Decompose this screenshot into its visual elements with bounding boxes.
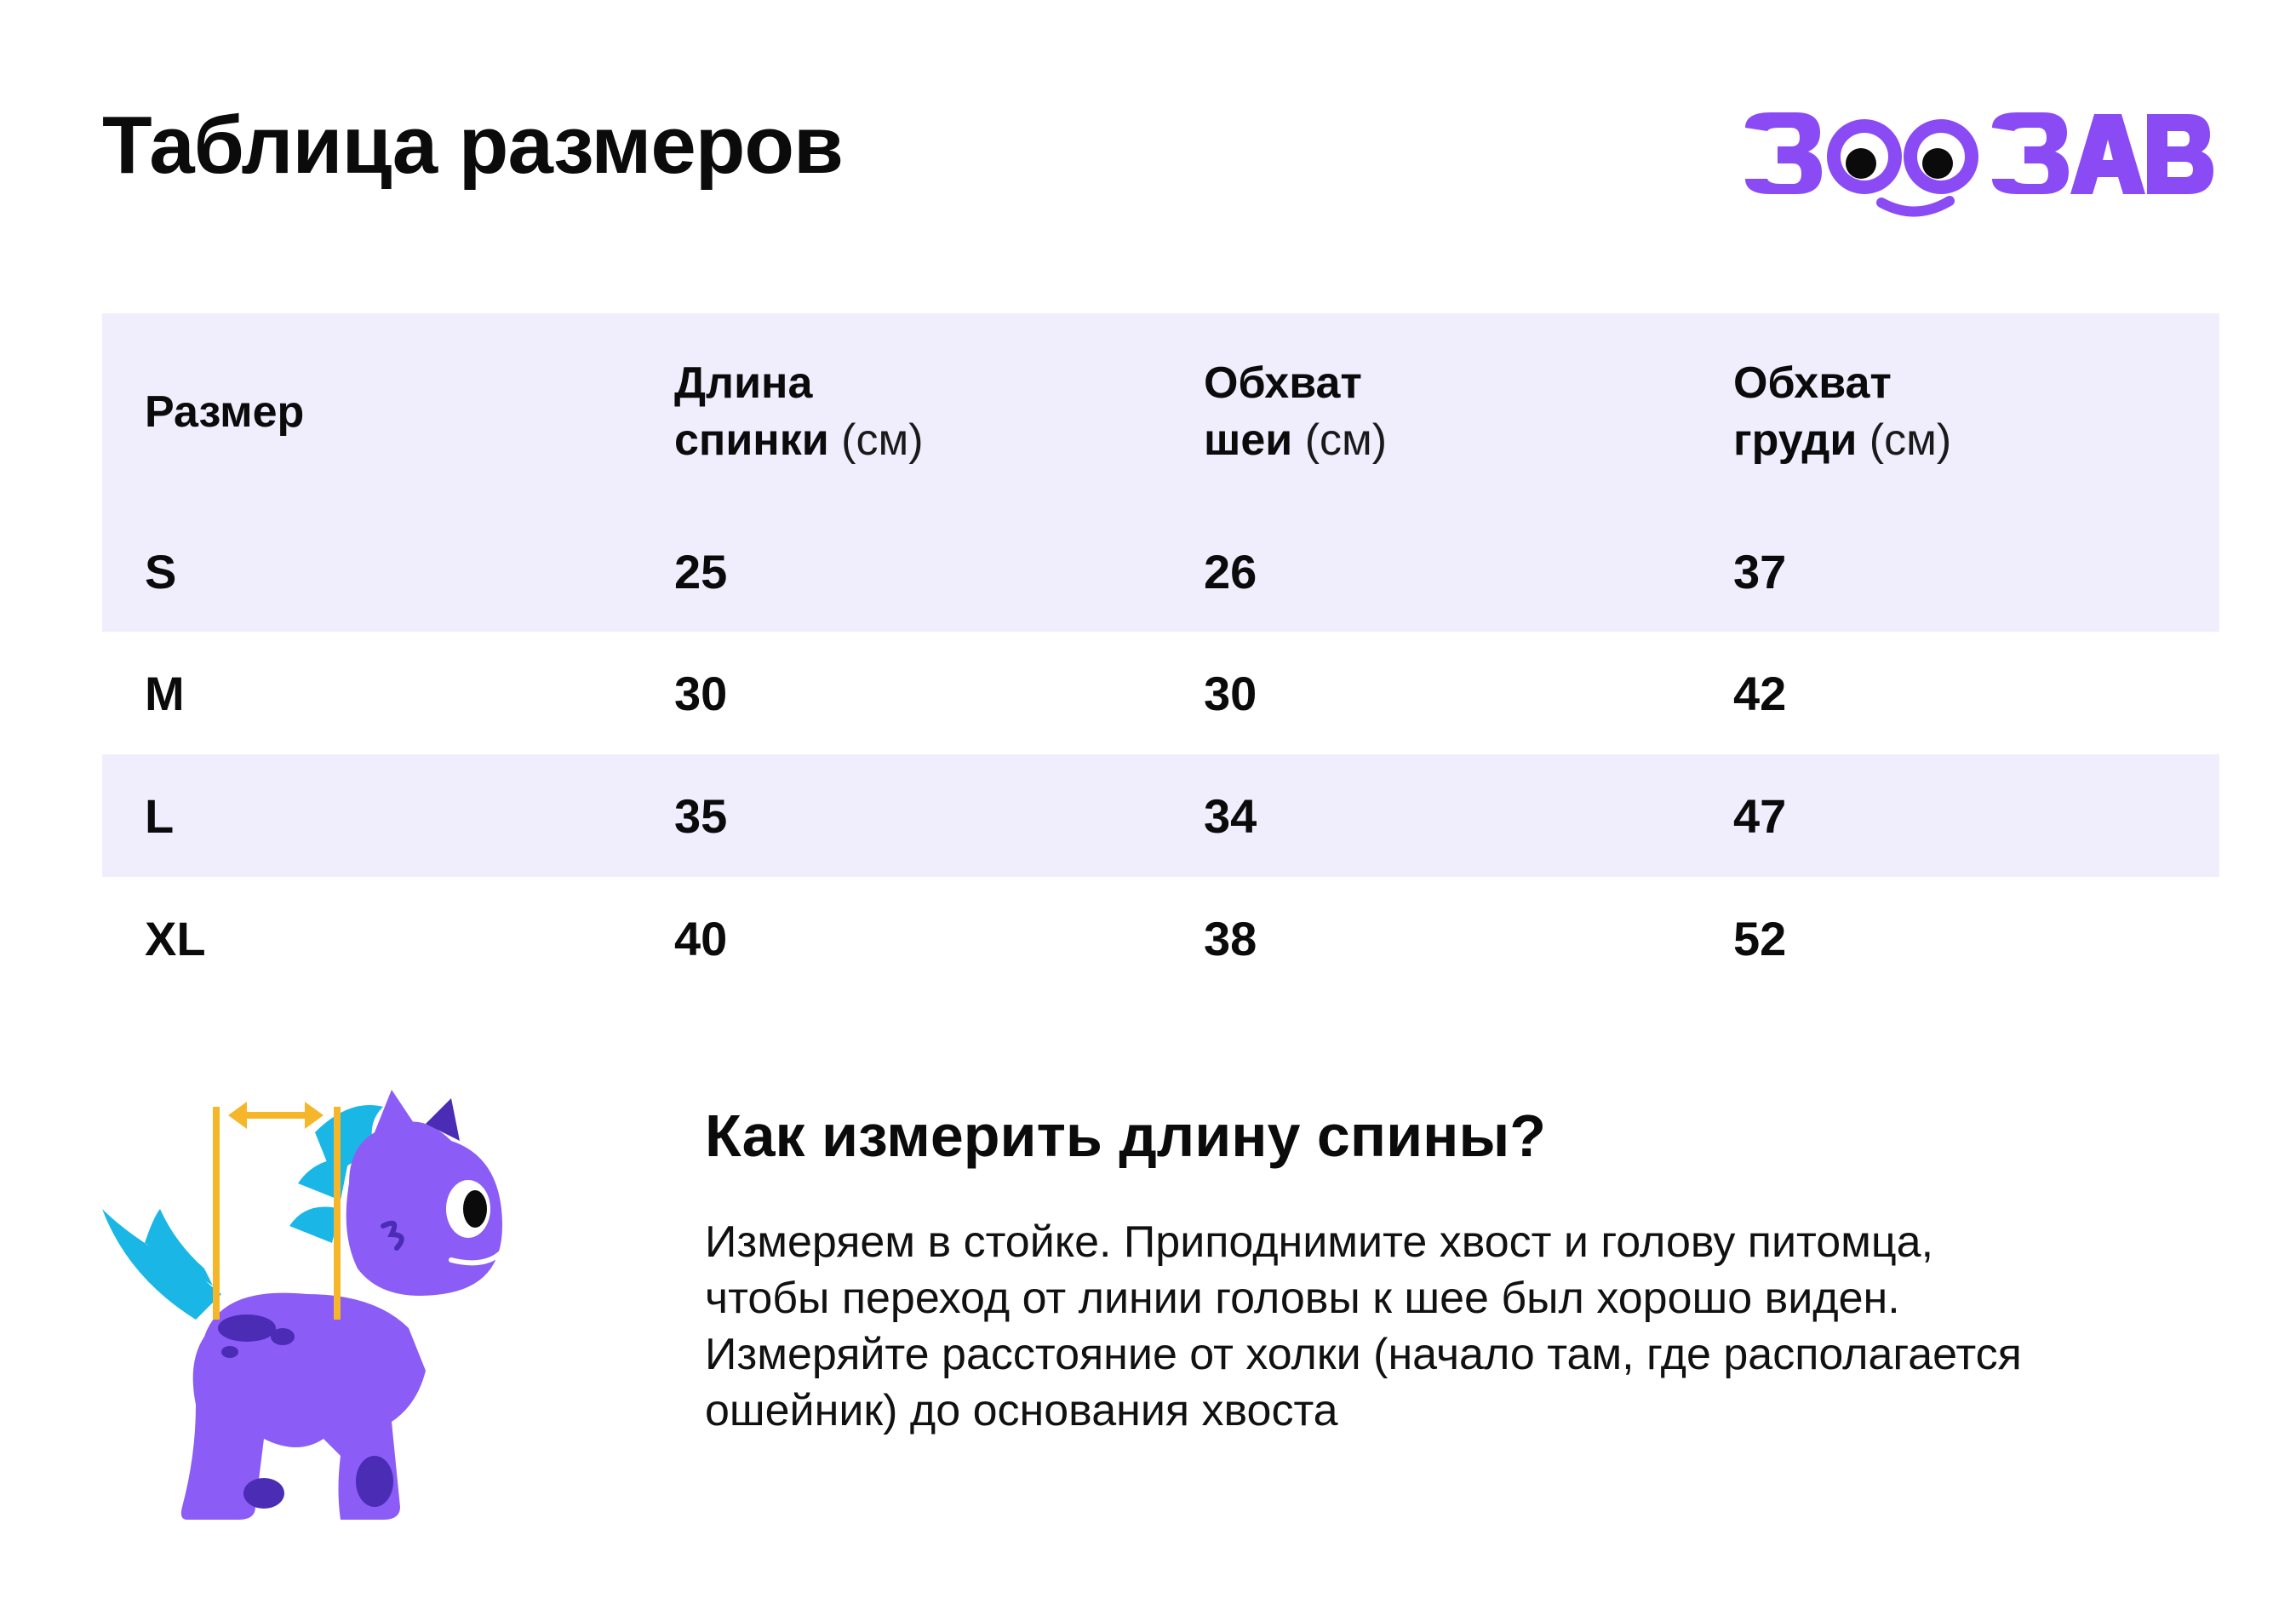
header-neck-unit: (см) bbox=[1304, 415, 1388, 465]
cell-neck: 30 bbox=[1204, 666, 1257, 720]
header-chest-line1: Обхват bbox=[1733, 358, 1892, 409]
header-chest: Обхват груди (см) bbox=[1691, 313, 2219, 511]
cell-neck: 26 bbox=[1204, 544, 1257, 599]
cell-neck: 38 bbox=[1204, 911, 1257, 965]
how-to-text: Измеряем в стойке. Приподнимите хвост и … bbox=[705, 1217, 2022, 1435]
cell-back: 30 bbox=[674, 666, 728, 720]
header-back-line1: Длина bbox=[674, 358, 813, 409]
table-row: S 25 26 37 bbox=[102, 511, 2219, 632]
header-neck-line2: шеи bbox=[1204, 415, 1293, 465]
table-row: XL 40 38 52 bbox=[102, 877, 2219, 999]
header-back-unit: (см) bbox=[841, 415, 924, 465]
how-to-title: Как измерить длину спины? bbox=[705, 1103, 1546, 1169]
cell-chest: 47 bbox=[1733, 788, 1787, 843]
cell-back: 35 bbox=[674, 788, 728, 843]
table-header-row: Размер Длина спинки (см) Обхват шеи (см)… bbox=[102, 313, 2219, 511]
table-row: L 35 34 47 bbox=[102, 754, 2219, 877]
cell-size: S bbox=[145, 544, 177, 599]
cell-chest: 37 bbox=[1733, 544, 1787, 599]
cell-chest: 42 bbox=[1733, 666, 1787, 720]
header-size: Размер bbox=[102, 313, 632, 511]
cell-chest: 52 bbox=[1733, 911, 1787, 965]
zoozavr-logo[interactable] bbox=[1737, 102, 2230, 221]
zoozavr-logo-icon bbox=[1745, 112, 2213, 217]
cell-back: 25 bbox=[674, 544, 728, 599]
dino-measure-icon bbox=[102, 1090, 505, 1520]
cell-size: M bbox=[145, 666, 185, 720]
header-neck-line1: Обхват bbox=[1204, 358, 1362, 409]
header-size-label: Размер bbox=[145, 387, 305, 437]
cell-size: L bbox=[145, 788, 175, 843]
cell-neck: 34 bbox=[1204, 788, 1257, 843]
header-chest-line2: груди bbox=[1733, 415, 1858, 465]
dino-illustration bbox=[94, 1081, 536, 1524]
header-neck: Обхват шеи (см) bbox=[1161, 313, 1691, 511]
header-back-length: Длина спинки (см) bbox=[632, 313, 1161, 511]
page-title: Таблица размеров bbox=[102, 100, 844, 191]
cell-size: XL bbox=[145, 911, 206, 965]
table-row: M 30 30 42 bbox=[102, 632, 2219, 754]
cell-back: 40 bbox=[674, 911, 728, 965]
header-chest-unit: (см) bbox=[1869, 415, 1952, 465]
size-table: Размер Длина спинки (см) Обхват шеи (см)… bbox=[102, 313, 2219, 999]
header-back-line2: спинки bbox=[674, 415, 829, 465]
